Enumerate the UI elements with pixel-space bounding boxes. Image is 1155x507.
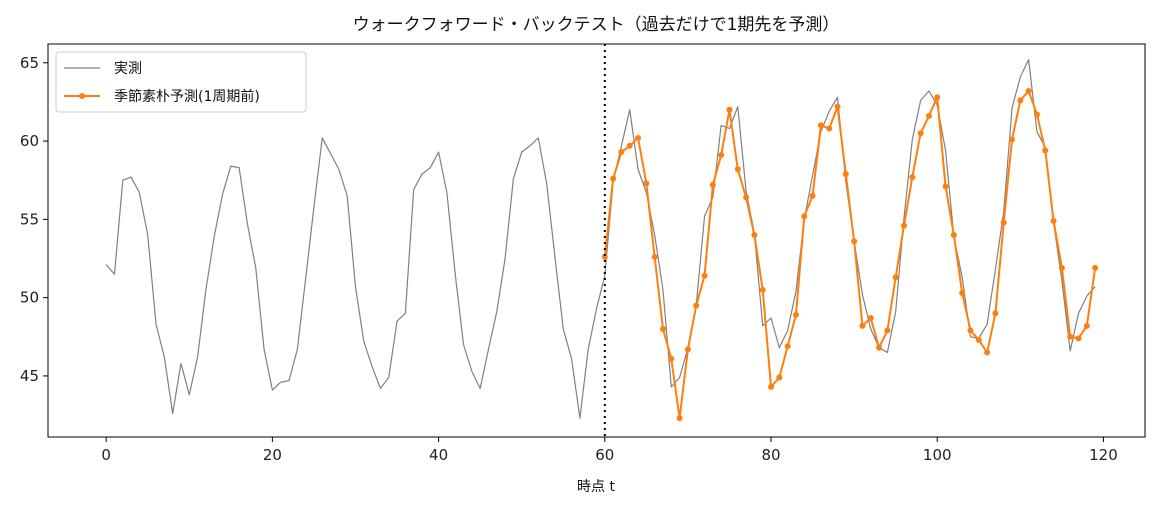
- y-tick-label-50: 50: [20, 289, 39, 307]
- forecast-point-92: [867, 315, 874, 321]
- forecast-point-113: [1042, 147, 1049, 154]
- forecast-point-117: [1075, 335, 1082, 342]
- forecast-point-96: [900, 222, 907, 229]
- forecast-point-64: [635, 134, 642, 141]
- forecast-point-101: [942, 183, 949, 190]
- forecast-point-103: [959, 289, 966, 296]
- forecast-point-93: [876, 344, 883, 351]
- plot-area: [105, 44, 1099, 437]
- forecast-point-68: [668, 355, 675, 362]
- forecast-point-89: [842, 170, 849, 177]
- forecast-point-106: [984, 349, 991, 356]
- forecast-point-76: [734, 166, 741, 173]
- forecast-point-118: [1083, 322, 1090, 329]
- forecast-point-102: [950, 232, 957, 239]
- forecast-point-91: [859, 322, 866, 329]
- forecast-point-86: [817, 122, 824, 129]
- x-tick-label-80: 80: [761, 446, 780, 464]
- forecast-point-119: [1092, 264, 1099, 271]
- forecast-point-88: [834, 103, 841, 110]
- forecast-point-71: [693, 302, 700, 309]
- x-tick-label-100: 100: [923, 446, 952, 464]
- forecast-point-84: [801, 213, 808, 220]
- x-axis-label: 時点 t: [577, 479, 615, 495]
- forecast-point-70: [684, 346, 691, 353]
- y-tick-label-65: 65: [20, 54, 39, 72]
- forecast-point-72: [701, 272, 708, 279]
- forecast-point-104: [967, 327, 974, 334]
- y-tick-label-45: 45: [20, 367, 39, 385]
- y-tick-label-60: 60: [20, 132, 39, 150]
- forecast-point-62: [618, 149, 625, 156]
- x-tick-label-60: 60: [595, 446, 614, 464]
- legend-box: [55, 51, 307, 113]
- forecast-point-94: [884, 327, 891, 334]
- forecast-point-74: [718, 152, 725, 159]
- forecast-point-75: [726, 106, 733, 113]
- chart-title: ウォークフォワード・バックテスト（過去だけで1期先を予測）: [353, 15, 840, 35]
- forecast-point-107: [992, 310, 999, 317]
- forecast-point-116: [1067, 333, 1074, 340]
- forecast-point-81: [776, 374, 783, 381]
- forecast-point-98: [917, 130, 924, 137]
- forecast-point-78: [751, 232, 758, 239]
- forecast-point-110: [1017, 97, 1024, 104]
- forecast-point-105: [975, 336, 982, 343]
- legend-label-forecast: 季節素朴予測(1周期前): [114, 88, 260, 105]
- forecast-point-67: [659, 325, 666, 332]
- x-tick-label-20: 20: [263, 446, 282, 464]
- forecast-point-80: [768, 383, 775, 390]
- forecast-point-111: [1025, 87, 1032, 94]
- forecast-point-115: [1058, 264, 1065, 271]
- forecast-point-108: [1000, 219, 1007, 226]
- x-tick-label-40: 40: [429, 446, 448, 464]
- forecast-point-95: [892, 274, 899, 281]
- series-line-forecast: [603, 89, 1097, 420]
- forecast-point-100: [934, 94, 941, 101]
- forecast-point-79: [759, 286, 766, 293]
- legend-label-actual: 実測: [114, 61, 142, 77]
- forecast-point-73: [709, 181, 716, 188]
- y-tick-label-55: 55: [20, 210, 39, 228]
- forecast-point-112: [1033, 111, 1040, 118]
- forecast-point-87: [826, 125, 833, 132]
- forecast-point-63: [626, 142, 633, 149]
- legend-marker-forecast: [79, 93, 85, 99]
- forecast-point-97: [909, 174, 916, 181]
- forecast-point-83: [792, 311, 799, 318]
- forecast-point-77: [743, 194, 750, 201]
- axes-frame: [47, 43, 1146, 438]
- series-line-actual: [105, 59, 1096, 419]
- forecast-point-90: [851, 238, 858, 245]
- forecast-point-114: [1050, 217, 1057, 224]
- forecast-point-109: [1009, 136, 1016, 143]
- x-tick-label-120: 120: [1089, 446, 1118, 464]
- forecast-point-85: [809, 192, 816, 199]
- forecast-point-61: [610, 175, 617, 182]
- x-tick-label-0: 0: [101, 446, 111, 464]
- legend: 実測 季節素朴予測(1周期前): [55, 51, 307, 113]
- forecast-point-99: [925, 113, 932, 120]
- forecast-point-82: [784, 343, 791, 350]
- forecast-point-66: [651, 253, 658, 260]
- forecast-point-65: [643, 180, 650, 187]
- forecast-point-60: [601, 253, 608, 260]
- forecast-point-69: [676, 415, 683, 422]
